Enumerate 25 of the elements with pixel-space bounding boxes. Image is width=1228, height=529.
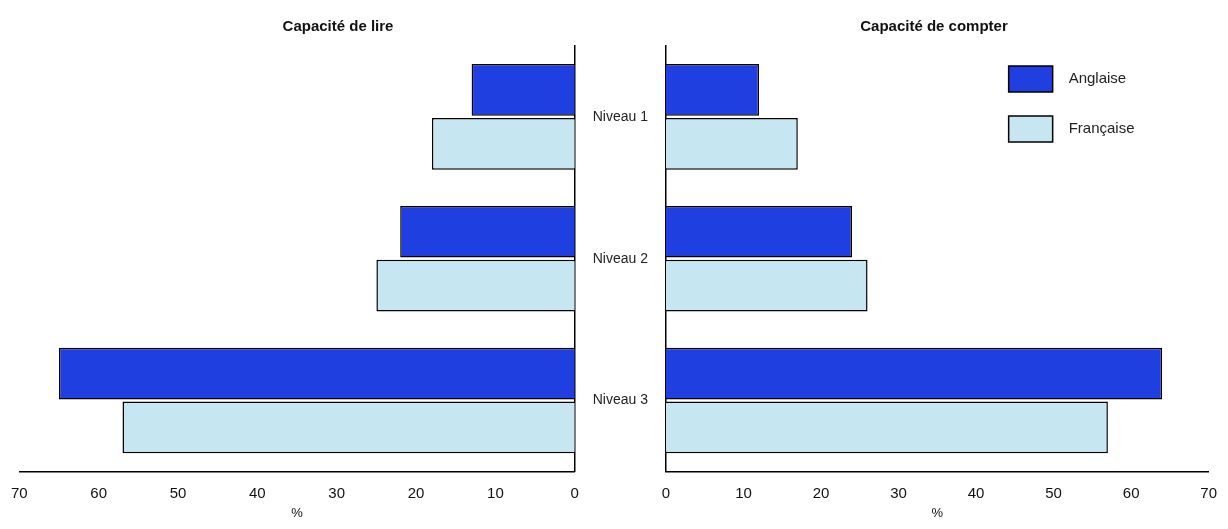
legend-label: Anglaise	[1068, 69, 1127, 87]
x-tick-label: 60	[1122, 483, 1140, 501]
x-axis-title: %	[291, 504, 304, 520]
y-tick-label: Niveau 1	[592, 107, 649, 124]
x-tick-label: 70	[11, 483, 28, 501]
y-tick-label: Niveau 3	[592, 391, 649, 408]
x-axis-title: %	[931, 504, 944, 520]
x-tick-label: 10	[487, 483, 504, 501]
x-tick-label: 30	[890, 483, 907, 501]
x-tick-label: 10	[735, 483, 752, 501]
x-tick-label: 0	[570, 483, 579, 501]
legend-label: Française	[1068, 119, 1135, 137]
x-tick-label: 30	[328, 483, 346, 501]
x-tick-label: 40	[967, 483, 985, 501]
x-tick-label: 40	[249, 483, 266, 501]
chart-title: Capacité de compter	[860, 17, 1008, 35]
x-tick-label: 20	[812, 483, 830, 501]
x-tick-label: 60	[90, 483, 108, 501]
x-tick-label: 50	[169, 483, 187, 501]
x-tick-label: 50	[1045, 483, 1062, 501]
x-tick-label: 0	[661, 483, 671, 501]
chart-title: Capacité de lire	[282, 17, 394, 35]
x-tick-label: 20	[407, 483, 425, 501]
x-tick-label: 70	[1200, 483, 1217, 501]
y-tick-label: Niveau 2	[592, 249, 649, 266]
